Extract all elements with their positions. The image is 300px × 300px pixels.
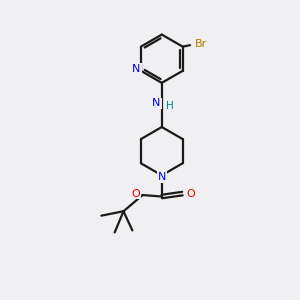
Text: N: N — [152, 98, 161, 109]
Text: H: H — [166, 101, 174, 111]
Text: O: O — [186, 189, 195, 199]
Text: O: O — [131, 189, 140, 199]
Text: Br: Br — [195, 39, 207, 49]
Text: N: N — [158, 172, 166, 182]
Text: N: N — [132, 64, 141, 74]
